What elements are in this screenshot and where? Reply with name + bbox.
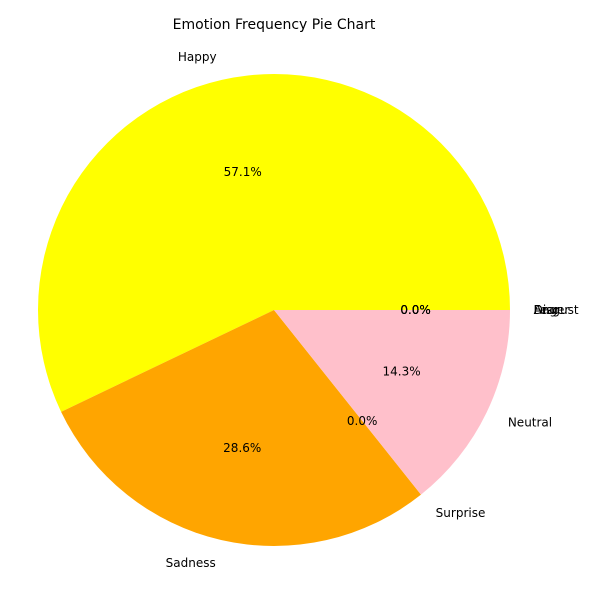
- slice-percent-fear: 0.0%: [400, 303, 431, 317]
- slice-percent-disgust: 0.0%: [400, 303, 431, 317]
- slice-percent-surprise: 0.0%: [347, 414, 378, 428]
- slice-label-happy: Happy: [178, 50, 217, 64]
- pie-slice-neutral: [274, 310, 510, 495]
- pie-slice-sadness: [61, 310, 421, 546]
- pie-labels: Happy 57.1% Sadness 28.6% Surprise 0.0% Neutra…: [166, 50, 579, 570]
- slice-label-anger: Anger: [534, 303, 570, 317]
- slice-percent-sadness: 28.6%: [223, 441, 261, 455]
- pie-slice-happy: [38, 73, 511, 412]
- slice-percent-happy: 57.1%: [224, 165, 262, 179]
- pie-slices: [38, 73, 511, 546]
- slice-label-surprise: Surprise: [436, 506, 486, 520]
- slice-label-sadness: Sadness: [166, 556, 216, 570]
- chart-title: Emotion Frequency Pie Chart: [173, 17, 376, 33]
- slice-percent-anger: 0.0%: [400, 303, 431, 317]
- slice-label-neutral: Neutral: [508, 416, 552, 430]
- slice-percent-neutral: 14.3%: [382, 364, 420, 378]
- slice-label-fear: Fear: [534, 303, 560, 317]
- slice-label-disgust: Disgust: [534, 303, 579, 317]
